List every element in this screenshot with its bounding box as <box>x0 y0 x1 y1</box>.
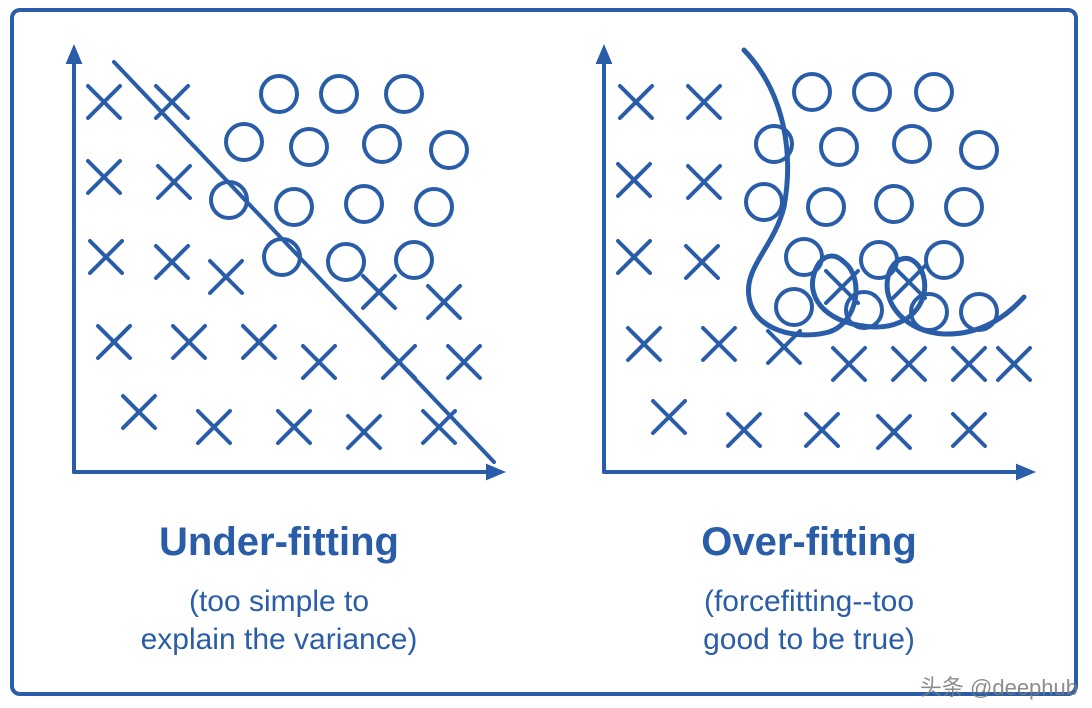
panel-underfitting: Under-fitting (too simple to explain the… <box>14 12 544 692</box>
title-right: Over-fitting <box>544 520 1074 565</box>
panels: Under-fitting (too simple to explain the… <box>14 12 1074 692</box>
plot-svg-left <box>44 32 514 492</box>
watermark-text: 头条 @deephub <box>920 670 1078 702</box>
panel-overfitting: Over-fitting (forcefitting--too good to … <box>544 12 1074 692</box>
title-left: Under-fitting <box>14 520 544 565</box>
subtitle-left: (too simple to explain the variance) <box>14 583 544 658</box>
plot-underfitting <box>44 32 514 492</box>
plot-svg-right <box>574 32 1044 492</box>
diagram-frame: Under-fitting (too simple to explain the… <box>10 8 1078 696</box>
caption-right: Over-fitting (forcefitting--too good to … <box>544 502 1074 658</box>
plot-overfitting <box>574 32 1044 492</box>
caption-left: Under-fitting (too simple to explain the… <box>14 502 544 658</box>
subtitle-right: (forcefitting--too good to be true) <box>544 583 1074 658</box>
